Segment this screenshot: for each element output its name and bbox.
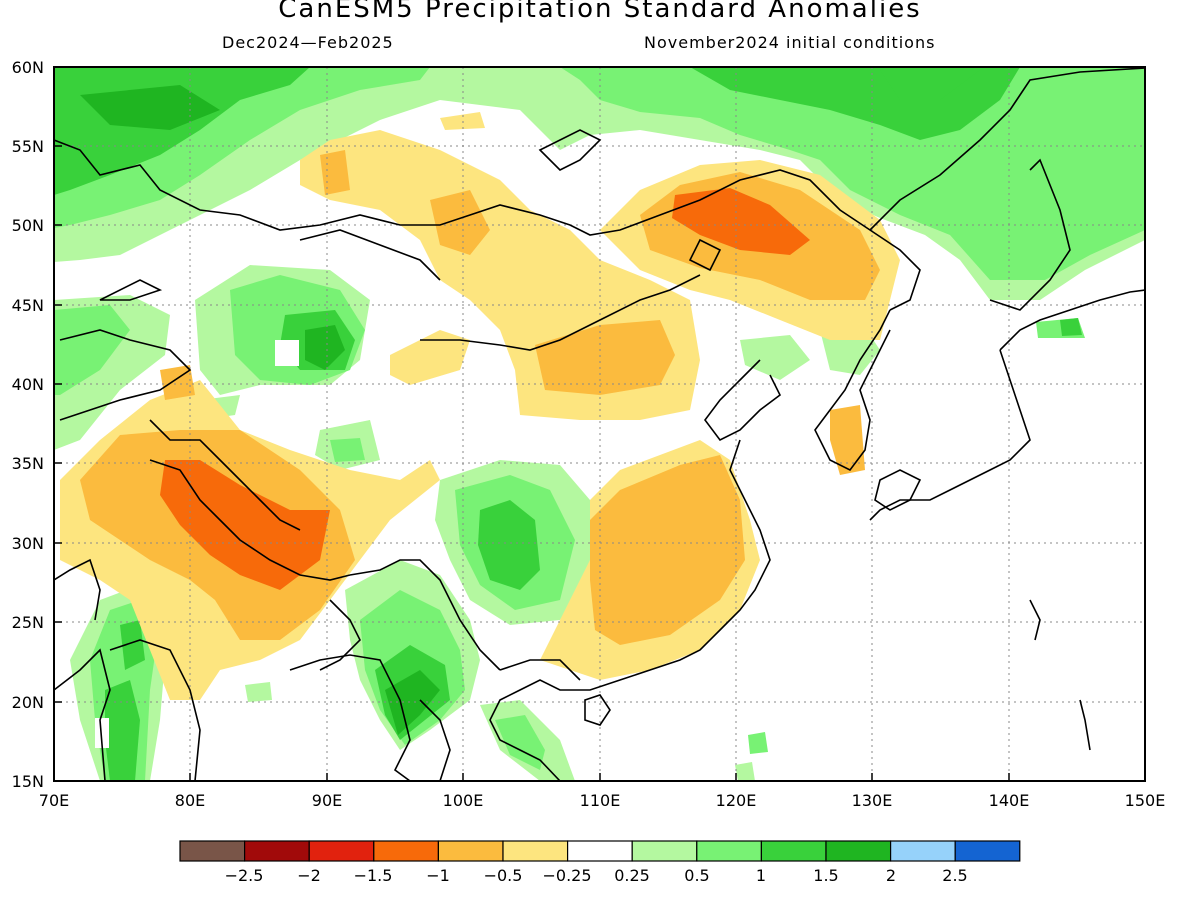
anomaly-green-west-2 [54, 305, 130, 395]
chart-title: CanESM5 Precipitation Standard Anomalies [278, 0, 922, 24]
colorbar-swatch [889, 840, 956, 862]
colorbar-swatch [502, 840, 569, 862]
coastlines [54, 67, 1145, 781]
anomaly-dry-tibet-3 [160, 460, 330, 590]
colorbar-swatch [760, 840, 827, 862]
colorbar-swatch [631, 840, 698, 862]
colorbar-label: 0.5 [684, 866, 709, 885]
graticule [54, 67, 1145, 781]
colorbar-swatch [825, 840, 892, 862]
colorbar-label: 1.5 [813, 866, 838, 885]
anomaly-dry-altai [320, 150, 350, 195]
lat-tick-label: 60N [12, 58, 44, 77]
colorbar-swatch [566, 840, 633, 862]
lat-tick-label: 30N [12, 534, 44, 553]
colorbar-label: −0.25 [542, 866, 591, 885]
lon-tick-label: 80E [175, 791, 205, 810]
colorbar-label: −2.5 [225, 866, 264, 885]
lon-tick-label: 100E [443, 791, 484, 810]
anomaly-green-india-3 [105, 680, 140, 781]
colorbar-label: −0.5 [484, 866, 523, 885]
axis-ticks [53, 66, 1146, 782]
colorbar-label: −1.5 [354, 866, 393, 885]
lon-tick-label: 140E [989, 791, 1030, 810]
colorbar-label: 2.5 [942, 866, 967, 885]
lat-tick-label: 35N [12, 454, 44, 473]
lon-tick-label: 70E [39, 791, 69, 810]
lon-tick-labels: 70E 80E 90E 100E 110E 120E 130E 140E 150… [39, 791, 1166, 810]
anomaly-field [54, 67, 1145, 781]
colorbar-swatch [308, 840, 375, 862]
lat-tick-label: 15N [12, 772, 44, 791]
colorbar-label: 1 [756, 866, 766, 885]
anomaly-green-philippines [748, 732, 768, 754]
colorbar-label: 0.25 [614, 866, 650, 885]
season-label: Dec2024—Feb2025 [222, 33, 394, 52]
colorbar-swatch [244, 840, 310, 862]
lat-tick-label: 20N [12, 693, 44, 712]
anomaly-green-kunlun-2 [330, 438, 365, 462]
anomaly-green-bay-bengal [245, 682, 272, 702]
colorbar-swatch [954, 840, 1021, 862]
anomaly-green-north-6 [80, 85, 220, 130]
colorbar-labels: −2.5 −2 −1.5 −1 −0.5 −0.25 0.25 0.5 1 1.… [225, 866, 968, 885]
colorbar-label: −2 [297, 866, 321, 885]
anomaly-green-philippines-2 [735, 762, 755, 781]
lon-tick-label: 120E [716, 791, 757, 810]
anomaly-dry-korea [830, 405, 865, 475]
lat-tick-label: 55N [12, 137, 44, 156]
anomaly-green-manchuria [740, 335, 810, 380]
anomaly-dry-mongolia-2 [430, 190, 490, 255]
lon-tick-label: 150E [1125, 791, 1166, 810]
colorbar-swatch [437, 840, 504, 862]
anomaly-green-myanmar-4 [385, 670, 440, 735]
anomaly-dry-inner [390, 330, 470, 385]
lat-tick-label: 25N [12, 613, 44, 632]
anomaly-green-sichuan-3 [478, 500, 540, 590]
anomaly-green-north-7 [880, 70, 980, 100]
anomaly-green-tianshan-4 [305, 325, 345, 370]
lon-tick-label: 90E [312, 791, 342, 810]
missing-cell-2 [95, 718, 109, 748]
anomaly-dry-mongolia-3 [535, 320, 675, 395]
colorbar-swatch [373, 840, 439, 862]
colorbar-label: −1 [426, 866, 450, 885]
anomaly-green-japan-2 [1060, 318, 1082, 336]
lat-tick-labels: 60N 55N 50N 45N 40N 35N 30N 25N 20N 15N [12, 58, 44, 791]
lat-tick-label: 50N [12, 216, 44, 235]
anomaly-green-india-4 [120, 620, 145, 670]
lat-tick-label: 45N [12, 296, 44, 315]
lon-tick-label: 110E [580, 791, 621, 810]
lon-tick-label: 130E [852, 791, 893, 810]
colorbar [179, 840, 1021, 862]
anomaly-dry-pamir [160, 365, 195, 400]
colorbar-swatch [696, 840, 762, 862]
anomaly-dry-south-china-2 [590, 455, 745, 645]
anomaly-dry-northeast-3 [672, 188, 810, 255]
colorbar-swatch [179, 840, 246, 862]
init-conditions-label: November2024 initial conditions [644, 33, 936, 52]
missing-cell [275, 340, 299, 366]
colorbar-label: 2 [886, 866, 896, 885]
lat-tick-label: 40N [12, 375, 44, 394]
